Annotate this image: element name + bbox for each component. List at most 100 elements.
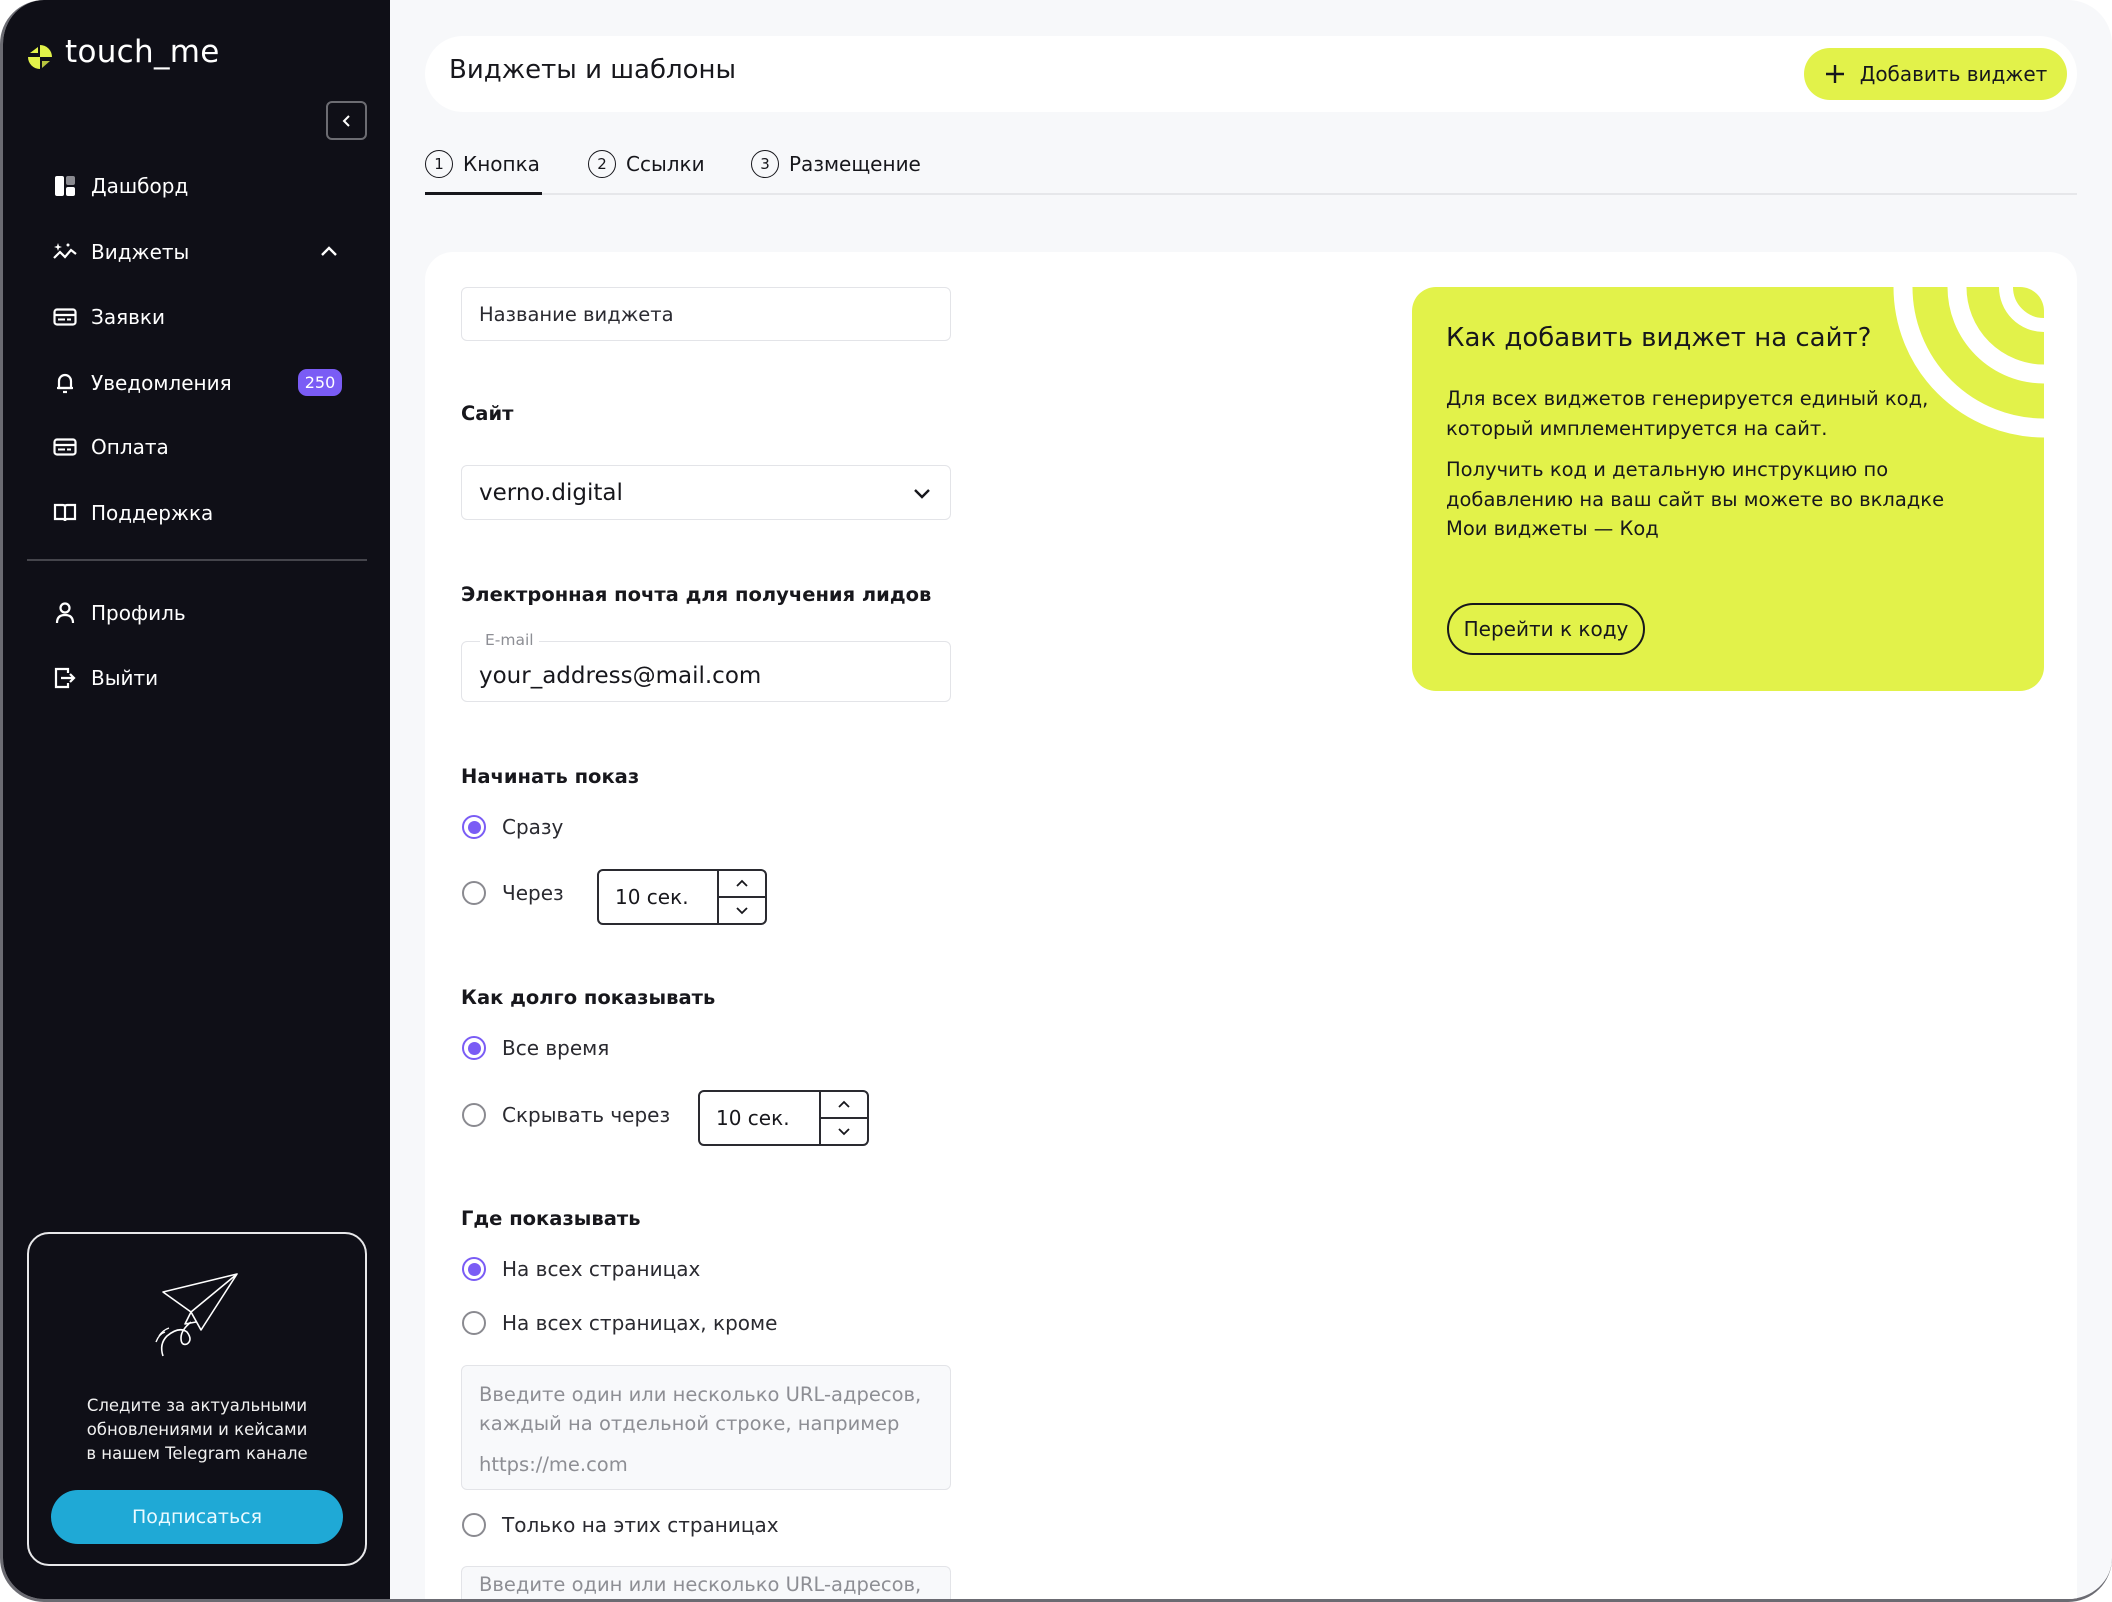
increment-button[interactable] (719, 871, 765, 896)
decrement-button[interactable] (719, 896, 765, 923)
promo-paragraph: Для всех виджетов генерируется единый ко… (1446, 384, 1986, 443)
increment-button[interactable] (821, 1092, 867, 1117)
widget-name-placeholder: Название виджета (479, 302, 674, 326)
sidebar-item-dashboard[interactable]: Дашборд (51, 161, 351, 211)
step-number: 1 (425, 150, 453, 178)
radio-duration-hide[interactable]: Скрывать через (462, 1103, 670, 1127)
promo-text-line: Мои виджеты — Код (1446, 517, 1659, 540)
decrement-button[interactable] (821, 1117, 867, 1144)
chevron-down-icon (838, 1128, 850, 1136)
chevron-left-icon (342, 114, 350, 127)
promo-text-line: Для всех виджетов генерируется единый ко… (1446, 387, 1929, 410)
sidebar-item-logout[interactable]: Выйти (51, 653, 351, 703)
radio-label: Только на этих страницах (502, 1513, 779, 1537)
hide-delay-value[interactable]: 10 сек. (716, 1106, 790, 1130)
sidebar-item-label: Уведомления (91, 371, 232, 395)
page-header: Виджеты и шаблоны Добавить виджет (425, 36, 2077, 112)
subscribe-button[interactable]: Подписаться (51, 1490, 343, 1544)
email-value: your_address@mail.com (479, 662, 762, 689)
start-delay-value[interactable]: 10 сек. (615, 885, 689, 909)
sidebar-item-notifications[interactable]: Уведомления (51, 358, 351, 408)
telegram-text-line: обновлениями и кейсами (86, 1420, 308, 1439)
promo-title: Как добавить виджет на сайт? (1446, 323, 1872, 353)
except-urls-textarea[interactable]: Введите один или несколько URL-адресов, … (461, 1365, 951, 1490)
radio-where-only[interactable]: Только на этих страницах (462, 1513, 779, 1537)
site-select[interactable]: verno.digital (461, 465, 951, 520)
radio-label: Через (502, 881, 564, 905)
collapse-sidebar-button[interactable] (326, 101, 367, 140)
active-tab-indicator (425, 192, 542, 195)
sidebar-item-label: Оплата (91, 435, 169, 459)
radio-start-after[interactable]: Через (462, 881, 564, 905)
sidebar: touch_me Дашборд Виджеты Заявки Уведомле… (3, 0, 390, 1599)
sidebar-item-support[interactable]: Поддержка (51, 488, 351, 538)
sidebar-item-label: Выйти (91, 666, 159, 690)
logout-icon (51, 664, 79, 692)
radio-button[interactable] (462, 815, 486, 839)
sidebar-item-label: Заявки (91, 305, 165, 329)
textarea-placeholder-line: Введите один или несколько URL-адресов, (479, 1383, 922, 1406)
user-icon (51, 599, 79, 627)
telegram-promo-card: Следите за актуальными обновлениями и ке… (27, 1232, 367, 1566)
sidebar-item-label: Дашборд (91, 174, 189, 198)
dashboard-icon (51, 172, 79, 200)
start-delay-stepper[interactable]: 10 сек. (597, 869, 767, 925)
radio-label: На всех страницах (502, 1257, 701, 1281)
step-number: 3 (751, 150, 779, 178)
telegram-promo-text: Следите за актуальными обновлениями и ке… (29, 1394, 365, 1466)
where-label: Где показывать (461, 1207, 641, 1230)
email-input[interactable]: E-mail your_address@mail.com (461, 631, 951, 702)
promo-text-line: который имплементируется на сайт. (1446, 416, 1828, 440)
notifications-count-badge: 250 (298, 369, 342, 396)
telegram-text-line: Следите за актуальными (86, 1396, 308, 1415)
sidebar-item-profile[interactable]: Профиль (51, 588, 351, 638)
textarea-placeholder-line: Введите один или несколько URL-адресов, (479, 1573, 922, 1596)
radio-label: Сразу (502, 815, 564, 839)
tab-links[interactable]: 2 Ссылки (588, 146, 705, 182)
chevron-down-icon (736, 907, 748, 915)
sidebar-item-requests[interactable]: Заявки (51, 292, 351, 342)
sidebar-item-widgets[interactable]: Виджеты (51, 227, 351, 277)
radio-where-except[interactable]: На всех страницах, кроме (462, 1311, 777, 1335)
sidebar-item-payment[interactable]: Оплата (51, 422, 351, 472)
page-title: Виджеты и шаблоны (449, 55, 737, 85)
radio-button[interactable] (462, 1257, 486, 1281)
hide-delay-stepper[interactable]: 10 сек. (698, 1090, 869, 1146)
promo-paragraph: Получить код и детальную инструкцию по д… (1446, 455, 1986, 544)
tab-button[interactable]: 1 Кнопка (425, 146, 540, 182)
radio-start-now[interactable]: Сразу (462, 815, 563, 839)
telegram-text-line: в нашем Telegram канале (86, 1444, 308, 1463)
radio-button[interactable] (462, 1311, 486, 1335)
add-widget-label: Добавить виджет (1859, 62, 2048, 86)
sidebar-item-label: Профиль (91, 601, 186, 625)
email-label: Электронная почта для получения лидов (461, 583, 932, 606)
promo-text-line: Получить код и детальную инструкцию по (1446, 458, 1889, 481)
card-icon (51, 303, 79, 331)
promo-text-line: добавлению на ваш сайт вы можете во вкла… (1446, 487, 1945, 511)
tab-placement[interactable]: 3 Размещение (751, 146, 921, 182)
go-to-code-button[interactable]: Перейти к коду (1447, 603, 1645, 655)
widget-name-input[interactable]: Название виджета (461, 287, 951, 341)
radio-button[interactable] (462, 1103, 486, 1127)
how-to-add-widget-card: Как добавить виджет на сайт? Для всех ви… (1412, 287, 2044, 691)
add-widget-button[interactable]: Добавить виджет (1804, 48, 2067, 100)
email-legend: E-mail (480, 631, 539, 649)
textarea-placeholder-line: каждый на отдельной строке, например (479, 1412, 900, 1435)
radio-label: На всех страницах, кроме (502, 1311, 778, 1335)
radio-where-all[interactable]: На всех страницах (462, 1257, 700, 1281)
only-urls-textarea[interactable]: Введите один или несколько URL-адресов, (461, 1566, 951, 1599)
tab-label: Ссылки (626, 152, 705, 176)
start-label: Начинать показ (461, 765, 640, 788)
radio-duration-always[interactable]: Все время (462, 1036, 609, 1060)
radio-label: Скрывать через (502, 1103, 671, 1127)
chevron-up-icon[interactable] (319, 244, 339, 258)
radio-button[interactable] (462, 1513, 486, 1537)
textarea-placeholder-line: https://me.com (479, 1453, 628, 1476)
radio-button[interactable] (462, 881, 486, 905)
sidebar-divider (27, 559, 367, 561)
sidebar-item-label: Поддержка (91, 501, 214, 525)
site-label: Сайт (461, 402, 514, 425)
plus-icon (1825, 65, 1844, 83)
radio-button[interactable] (462, 1036, 486, 1060)
